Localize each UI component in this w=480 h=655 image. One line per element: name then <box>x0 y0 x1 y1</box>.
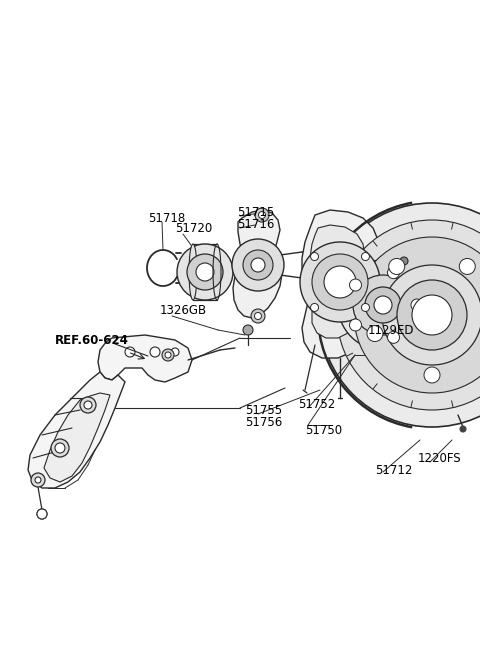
Circle shape <box>411 299 423 311</box>
Circle shape <box>374 296 392 314</box>
Circle shape <box>397 280 467 350</box>
Ellipse shape <box>189 244 197 300</box>
Circle shape <box>312 254 368 310</box>
Text: 51755: 51755 <box>245 403 282 417</box>
Circle shape <box>349 279 361 291</box>
Circle shape <box>424 367 440 383</box>
Circle shape <box>162 349 174 361</box>
Circle shape <box>460 426 466 432</box>
Circle shape <box>187 254 223 290</box>
Polygon shape <box>233 210 282 318</box>
Circle shape <box>387 331 399 343</box>
Circle shape <box>51 439 69 457</box>
Text: 51712: 51712 <box>375 464 412 476</box>
Circle shape <box>80 397 96 413</box>
Circle shape <box>382 265 480 365</box>
Circle shape <box>251 309 265 323</box>
Circle shape <box>125 347 135 357</box>
Polygon shape <box>98 335 192 382</box>
Circle shape <box>35 477 41 483</box>
Circle shape <box>243 325 253 335</box>
Circle shape <box>337 220 480 410</box>
Circle shape <box>361 253 370 261</box>
Circle shape <box>338 260 428 350</box>
Circle shape <box>300 242 380 322</box>
Circle shape <box>311 253 319 261</box>
Circle shape <box>165 352 171 358</box>
Circle shape <box>349 319 361 331</box>
Circle shape <box>361 303 370 312</box>
Circle shape <box>243 250 273 280</box>
Text: 51715: 51715 <box>237 206 274 219</box>
Polygon shape <box>28 372 125 488</box>
Circle shape <box>324 266 356 298</box>
Circle shape <box>232 239 284 291</box>
Text: 1220FS: 1220FS <box>418 451 462 464</box>
Circle shape <box>311 303 319 312</box>
Circle shape <box>400 257 408 265</box>
Circle shape <box>412 295 452 335</box>
Circle shape <box>196 263 214 281</box>
Circle shape <box>365 287 401 323</box>
Circle shape <box>387 267 399 278</box>
Text: 1129ED: 1129ED <box>368 324 415 337</box>
Text: 51752: 51752 <box>298 398 335 411</box>
Text: 51716: 51716 <box>237 219 275 231</box>
Circle shape <box>459 259 475 274</box>
Text: 51750: 51750 <box>305 424 342 436</box>
Circle shape <box>37 509 47 519</box>
Text: 51720: 51720 <box>175 221 212 234</box>
Polygon shape <box>44 393 110 482</box>
Circle shape <box>354 237 480 393</box>
Circle shape <box>367 326 383 341</box>
Polygon shape <box>310 225 365 338</box>
Circle shape <box>171 348 179 356</box>
Text: 51756: 51756 <box>245 415 282 428</box>
Circle shape <box>150 347 160 357</box>
Circle shape <box>254 312 262 320</box>
Text: 51718: 51718 <box>148 212 185 225</box>
Circle shape <box>31 473 45 487</box>
Circle shape <box>259 212 265 219</box>
Circle shape <box>251 258 265 272</box>
Text: REF.60-624: REF.60-624 <box>55 333 129 346</box>
Text: 1326GB: 1326GB <box>160 303 207 316</box>
Circle shape <box>353 275 413 335</box>
Polygon shape <box>302 210 380 358</box>
Circle shape <box>177 244 233 300</box>
Circle shape <box>84 401 92 409</box>
Circle shape <box>389 259 405 274</box>
Circle shape <box>320 203 480 427</box>
Circle shape <box>255 208 269 222</box>
Circle shape <box>55 443 65 453</box>
